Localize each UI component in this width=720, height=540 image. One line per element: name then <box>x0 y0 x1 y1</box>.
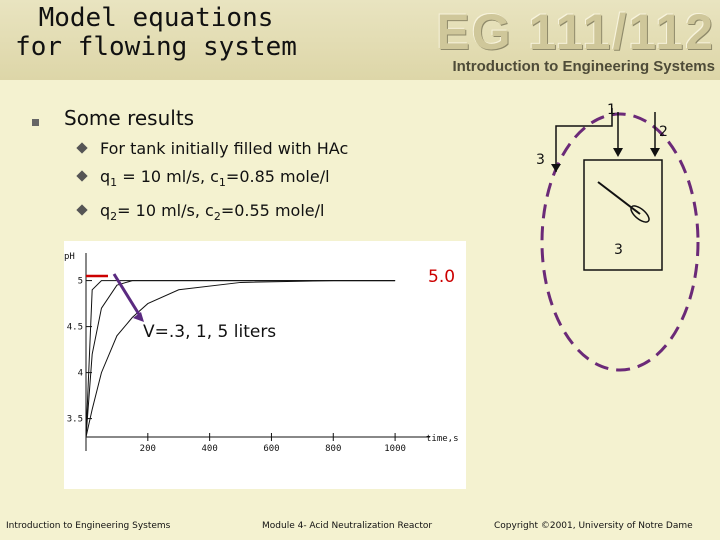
slide-title-line1: Model equations <box>38 3 274 33</box>
tank-label-3: 3 <box>614 242 623 258</box>
y-tick-label: 4.5 <box>67 323 83 333</box>
ph-curve-2 <box>85 280 396 438</box>
course-subtitle: Introduction to Engineering Systems <box>452 58 715 75</box>
bullet-text: =0.85 mole/l <box>225 167 330 186</box>
stirrer-blade <box>630 205 650 223</box>
ph-chart: pH time,s 5 4.5 4 3.5 200 400 600 800 1000 <box>64 252 459 454</box>
bullet-text: q <box>100 201 111 220</box>
x-tick-label: 600 <box>263 444 279 454</box>
inlet-pipe <box>555 108 613 172</box>
ph-curve-1 <box>85 280 396 438</box>
course-brand: EG 111/112 Introduction to Engineering S… <box>410 6 715 76</box>
y-tick-label: 4 <box>78 369 83 379</box>
x-tick-label: 800 <box>325 444 341 454</box>
bullet-text: = 10 ml/s, c <box>117 167 219 186</box>
stream-label-2: 2 <box>659 124 668 140</box>
slide-title: Model equations for flowing system <box>6 4 306 62</box>
subscript: 1 <box>218 176 226 190</box>
section-heading: Some results <box>64 106 195 130</box>
ph-curve-3 <box>85 280 396 438</box>
ph-plot-panel: pH time,s 5 4.5 4 3.5 200 400 600 800 1000 <box>64 241 466 489</box>
x-tick-label: 400 <box>202 444 218 454</box>
bullet-text: = 10 ml/s, c <box>117 201 214 220</box>
tank-outline <box>583 159 663 271</box>
footer-center: Module 4- Acid Neutralization Reactor <box>262 521 433 531</box>
footer-left: Introduction to Engineering Systems <box>6 521 171 531</box>
inlet-arrow-icon <box>551 164 561 172</box>
bullet-item-2: q1 = 10 ml/s, c1=0.85 mole/l <box>76 167 330 190</box>
header-band: Model equations for flowing system EG 11… <box>0 0 720 80</box>
tank-dashed-boundary <box>540 112 700 372</box>
x-axis-label: time,s <box>426 434 459 444</box>
y-tick-label: 5 <box>78 277 83 287</box>
stream-1-arrow-icon <box>613 148 623 157</box>
stream-label-1: 1 <box>607 102 616 118</box>
stream-2-arrow-icon <box>650 148 660 157</box>
subscript: 2 <box>110 210 118 224</box>
x-tick-label: 200 <box>140 444 156 454</box>
bullet-text: For tank initially filled with HAc <box>100 139 349 158</box>
bullet-square-icon <box>32 119 39 126</box>
x-tick-label: 1000 <box>384 444 406 454</box>
footer-right: Copyright ©2001, University of Notre Dam… <box>494 521 693 531</box>
course-logo: EG 111/112 <box>436 4 715 60</box>
stream-label-3: 3 <box>536 152 545 168</box>
stirrer-shaft <box>597 181 641 215</box>
subscript: 2 <box>213 210 221 224</box>
subscript: 1 <box>110 176 118 190</box>
bullet-text: =0.55 mole/l <box>220 201 325 220</box>
bullet-text: q <box>100 167 111 186</box>
y-tick-label: 3.5 <box>67 415 83 425</box>
slide-title-line2: for flowing system <box>15 32 297 62</box>
bullet-item-1: For tank initially filled with HAc <box>76 139 349 158</box>
bullet-item-3: q2= 10 ml/s, c2=0.55 mole/l <box>76 201 325 224</box>
y-axis-label: pH <box>64 252 75 262</box>
